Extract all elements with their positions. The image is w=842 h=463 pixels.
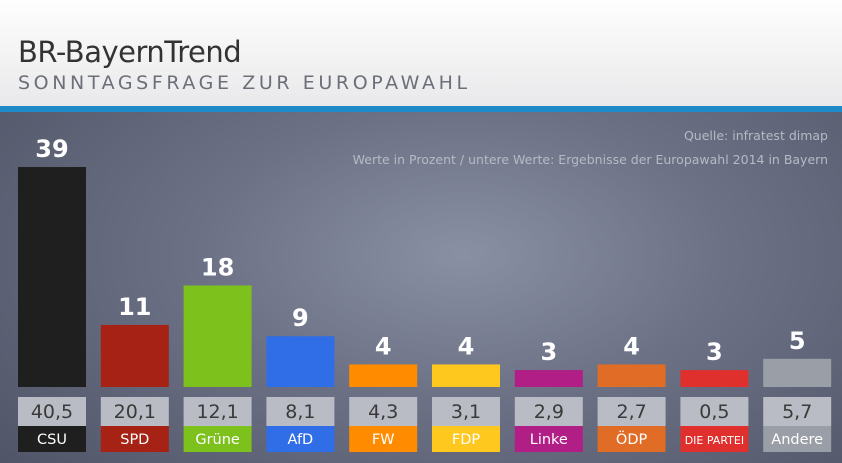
party-box-fdp [432,426,500,452]
previous-label-fdp: 3,1 [451,401,481,423]
party-label-spd: SPD [120,432,149,448]
previous-box-afd [266,397,335,426]
value-label-fw: 4 [375,332,392,360]
party-label-afd: AfD [288,432,314,448]
value-label-csu: 39 [35,135,68,163]
value-label-spd: 11 [118,293,151,321]
previous-box-fdp [432,397,500,426]
party-label-csu: CSU [37,432,67,448]
bar-fw [349,364,418,387]
party-box-fw [349,426,418,452]
header-divider [0,106,842,112]
party-box-spd [100,426,169,452]
previous-box-ödp [597,397,666,426]
previous-label-andere: 5,7 [782,401,812,423]
bar-csu [18,167,86,387]
previous-box-grüne [183,397,252,426]
value-label-die-partei: 3 [706,338,723,366]
party-label-andere: Andere [771,432,823,448]
bar-andere [763,358,832,387]
previous-box-spd [100,397,169,426]
party-label-fw: FW [372,432,395,448]
value-label-afd: 9 [292,304,309,332]
party-box-die-partei [680,426,749,452]
bar-linke [514,370,583,387]
previous-box-linke [514,397,583,426]
bar-ödp [597,364,666,387]
previous-label-csu: 40,5 [31,401,73,423]
party-label-fdp: FDP [452,432,481,448]
bar-spd [100,324,169,387]
previous-box-die-partei [680,397,749,426]
value-label-linke: 3 [540,338,557,366]
value-label-fdp: 4 [458,332,475,360]
chart-subtitle: SONNTAGSFRAGE ZUR EUROPAWAHL [18,72,471,94]
party-box-andere [763,426,832,452]
previous-label-die-partei: 0,5 [699,401,729,423]
value-label-grüne: 18 [201,253,234,281]
previous-label-fw: 4,3 [368,401,398,423]
previous-label-spd: 20,1 [114,401,156,423]
bar-fdp [432,364,500,387]
chart-title: BR-BayernTrend [18,35,242,69]
party-box-ödp [597,426,666,452]
party-box-grüne [183,426,252,452]
party-label-die-partei: DIE PARTEI [685,434,744,447]
previous-label-afd: 8,1 [285,401,315,423]
value-label-andere: 5 [789,327,806,355]
previous-label-grüne: 12,1 [196,401,238,423]
previous-box-fw [349,397,418,426]
party-box-csu [18,426,86,452]
source-note: Quelle: infratest dimap [683,128,828,143]
previous-box-andere [763,397,832,426]
previous-label-ödp: 2,7 [616,401,646,423]
party-label-linke: Linke [530,432,568,448]
bar-grüne [183,285,252,387]
header-panel: BR-BayernTrend SONNTAGSFRAGE ZUR EUROPAW… [0,0,842,106]
party-label-grüne: Grüne [195,432,240,448]
previous-label-linke: 2,9 [534,401,564,423]
party-label-ödp: ÖDP [616,430,648,448]
description-note: Werte in Prozent / untere Werte: Ergebni… [352,152,828,167]
bar-afd [266,336,335,387]
previous-box-csu [18,397,86,426]
party-box-linke [514,426,583,452]
party-box-afd [266,426,335,452]
bar-die-partei [680,370,749,387]
value-label-ödp: 4 [623,332,640,360]
